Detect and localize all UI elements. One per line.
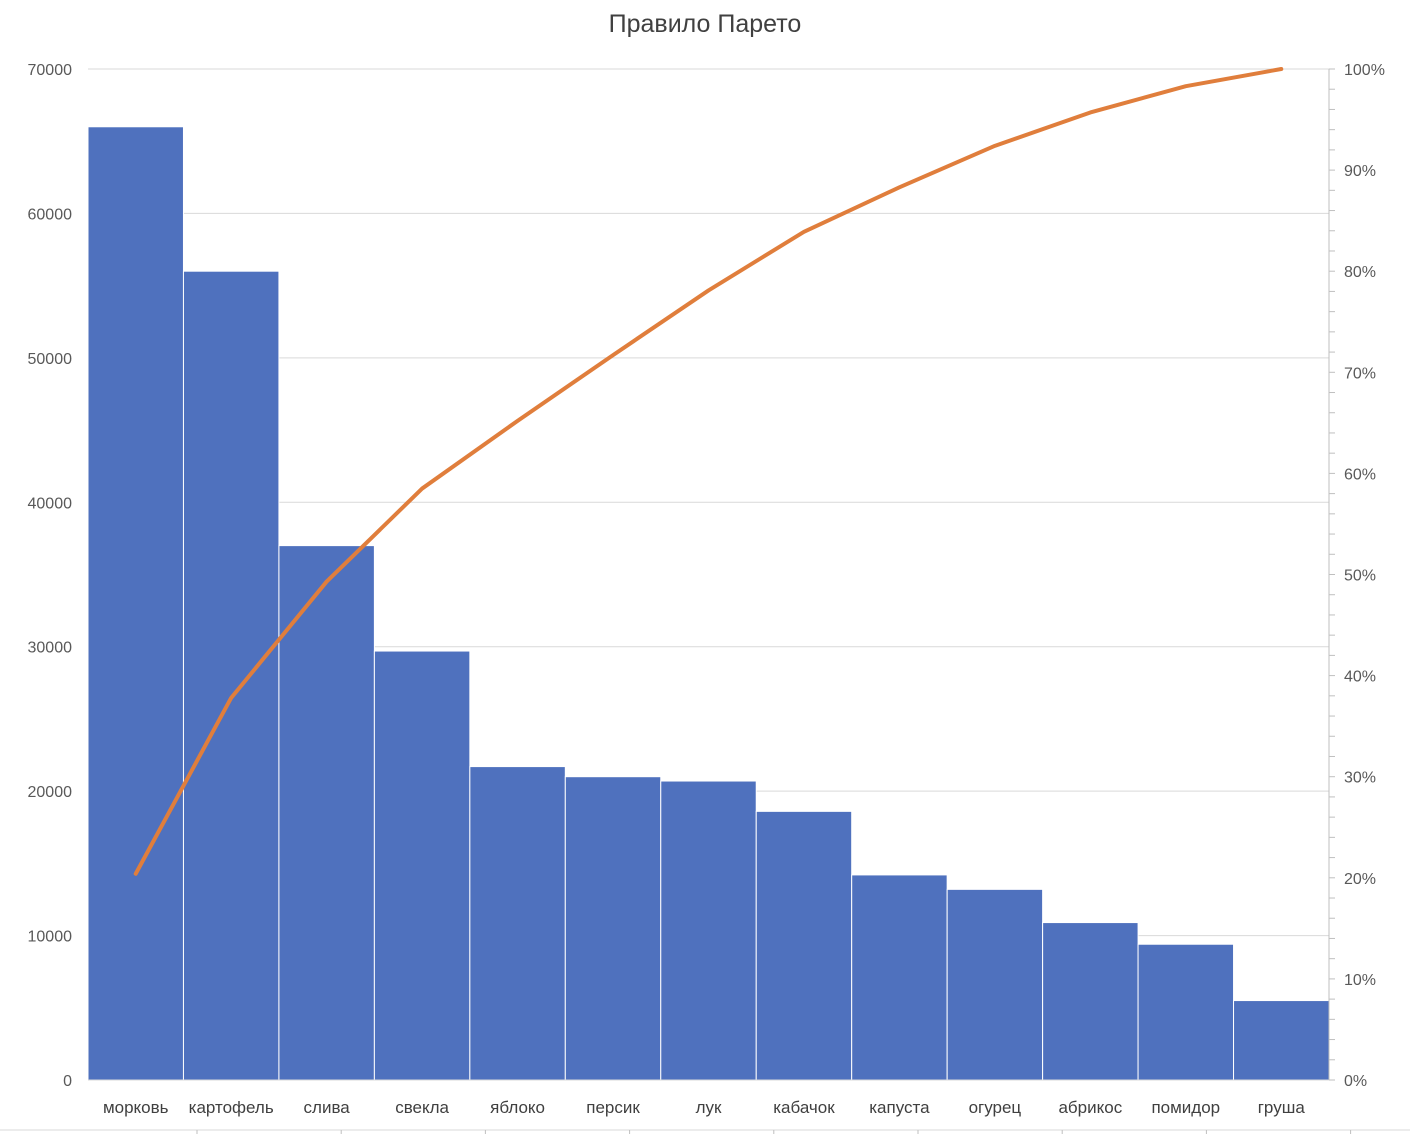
bar [946,888,1044,1081]
line-point [898,186,900,188]
y2-tick-label: 20% [1344,871,1376,888]
category-label: картофель [189,1098,274,1117]
category-label: персик [586,1098,640,1117]
y2-tick-label: 50% [1344,568,1376,585]
category-label: капуста [869,1098,930,1117]
category-label: свекла [395,1098,449,1117]
axes [0,68,1410,1134]
line-point [421,488,423,490]
line-point [612,354,614,356]
category-label: лук [696,1098,722,1117]
right-axis-labels: 0% 10% 20% 30% 40% 50% 60% 70% 80% 90% 100% [1344,62,1385,1090]
y2-tick-label: 0% [1344,1073,1367,1090]
category-label: яблоко [490,1098,545,1117]
line-point [517,420,519,422]
bar [1042,922,1139,1081]
y2-tick-label: 70% [1344,365,1376,382]
y2-tick-label: 60% [1344,466,1376,483]
category-label: морковь [103,1098,169,1117]
category-label: помидор [1151,1098,1220,1117]
y-tick-label: 70000 [28,62,73,79]
bar [564,776,662,1081]
line-point [135,873,137,875]
y2-tick-label: 90% [1344,163,1376,180]
y-tick-label: 50000 [28,351,73,368]
bar [469,766,566,1081]
bar [278,545,375,1081]
line-point [1280,68,1282,70]
y-tick-label: 40000 [28,495,73,512]
bar [1137,943,1235,1081]
y-tick-label: 10000 [28,929,73,946]
bar [87,126,184,1081]
bar [1233,1000,1330,1081]
line-point [326,581,328,583]
y2-tick-label: 80% [1344,264,1376,281]
y2-tick-label: 100% [1344,62,1385,79]
y-tick-label: 30000 [28,640,73,657]
bar-series [87,126,1330,1081]
category-labels: морковь картофель слива свекла яблоко персик л… [103,1098,1305,1117]
line-point [708,289,709,291]
y-tick-label: 20000 [28,784,73,801]
line-point [230,697,232,699]
left-axis-labels: 0 10000 20000 30000 40000 50000 60000 70000 [28,62,73,1090]
bar [851,874,948,1081]
line-point [1089,111,1091,113]
category-label: кабачок [773,1098,835,1117]
y-tick-label: 0 [63,1073,72,1090]
y2-tick-label: 40% [1344,669,1376,686]
y2-tick-label: 10% [1344,972,1376,989]
line-point [994,145,996,147]
bar [373,650,471,1081]
cumulative-line-series [133,67,1284,876]
line-point [1185,85,1187,87]
category-label: абрикос [1058,1098,1122,1117]
line-point [803,231,805,233]
chart-title: Правило Парето [608,10,802,38]
category-label: огурец [969,1098,1022,1117]
category-label: груша [1258,1098,1306,1117]
y2-tick-label: 30% [1344,770,1376,787]
y-tick-label: 60000 [28,206,73,223]
bar [182,270,280,1081]
category-label: слива [304,1098,351,1117]
bar [660,780,757,1081]
bar [755,810,853,1081]
